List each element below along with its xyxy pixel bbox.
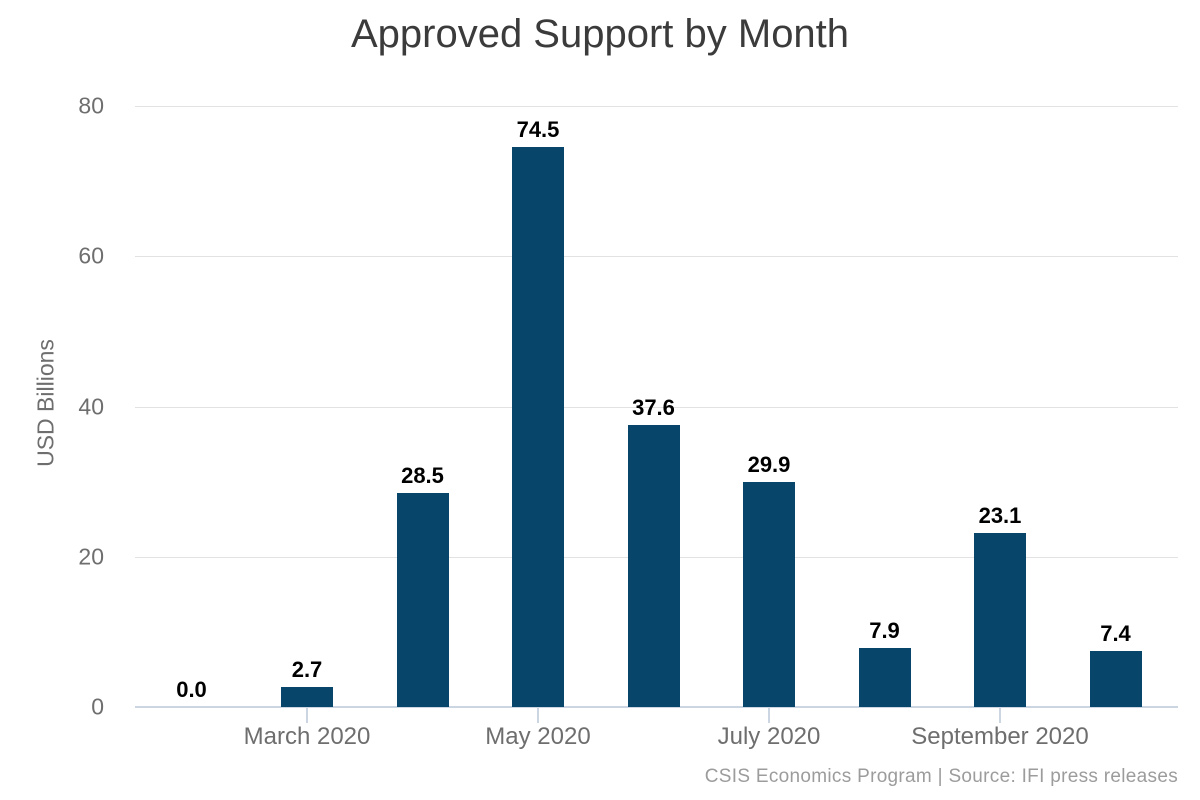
- bar: [1089, 651, 1142, 707]
- y-tick-label: 0: [91, 693, 104, 720]
- bar-value-label: 37.6: [632, 394, 675, 420]
- bar-value-label: 7.9: [869, 617, 900, 643]
- bar-value-label: 28.5: [401, 462, 444, 488]
- y-tick-label: 20: [78, 543, 104, 570]
- y-tick-label: 60: [78, 242, 104, 269]
- x-axis-line: [135, 706, 1178, 708]
- bar-value-label: 23.1: [978, 503, 1022, 529]
- x-axis-tick: [999, 708, 1001, 723]
- bar: [627, 424, 680, 707]
- bar: [396, 492, 449, 707]
- bar-value-label: 74.5: [516, 117, 560, 143]
- y-gridline: [135, 406, 1178, 408]
- x-tick-label: May 2020: [485, 723, 591, 750]
- bar: [512, 147, 564, 707]
- x-tick-label: September 2020: [911, 723, 1089, 750]
- bar-value-label: 7.4: [1100, 621, 1131, 647]
- bar: [281, 686, 333, 707]
- x-axis-tick: [537, 708, 539, 723]
- y-gridline: [135, 256, 1178, 258]
- x-tick-label: March 2020: [243, 723, 371, 750]
- chart-title: Approved Support by Month: [350, 12, 850, 56]
- bar: [974, 533, 1026, 707]
- x-axis-tick: [306, 708, 308, 723]
- x-tick-label: July 2020: [717, 723, 821, 750]
- bar: [858, 647, 911, 707]
- y-tick-label: 80: [78, 92, 104, 119]
- bar-value-label: 2.7: [291, 656, 323, 682]
- bar-value-label: 0.0: [176, 677, 207, 702]
- x-axis-tick: [768, 708, 770, 723]
- y-tick-label: 40: [78, 393, 104, 419]
- source-credit: CSIS Economics Program | Source: IFI pre…: [704, 766, 1178, 787]
- bar-value-label: 29.9: [747, 452, 791, 478]
- bar: [743, 482, 795, 707]
- y-gridline: [135, 106, 1178, 107]
